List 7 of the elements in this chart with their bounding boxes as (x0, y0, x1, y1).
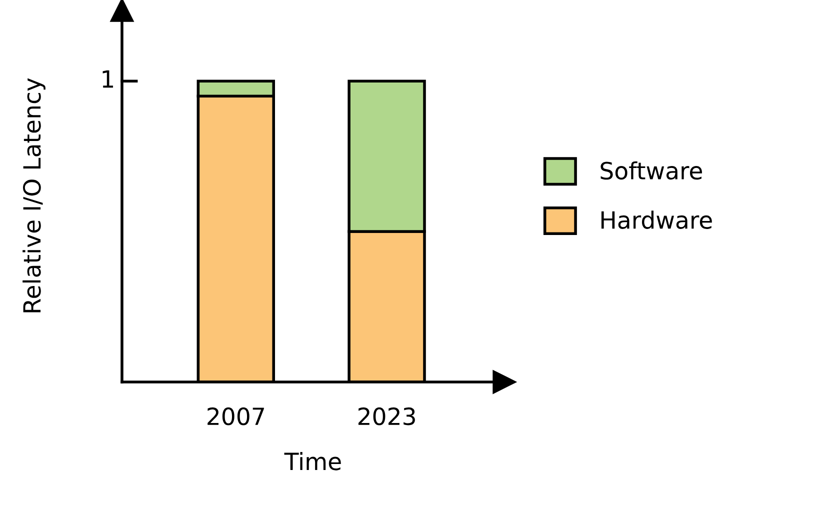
x-axis-title: Time (284, 452, 341, 470)
x-tick-label: 2007 (208, 407, 264, 426)
y-axis-title: Relative I/O Latency (22, 78, 46, 312)
legend-label: Software (600, 161, 702, 180)
x-tick-label: 2023 (358, 407, 415, 426)
legend-label: Hardware (601, 210, 712, 229)
text: 1 (102, 70, 114, 88)
